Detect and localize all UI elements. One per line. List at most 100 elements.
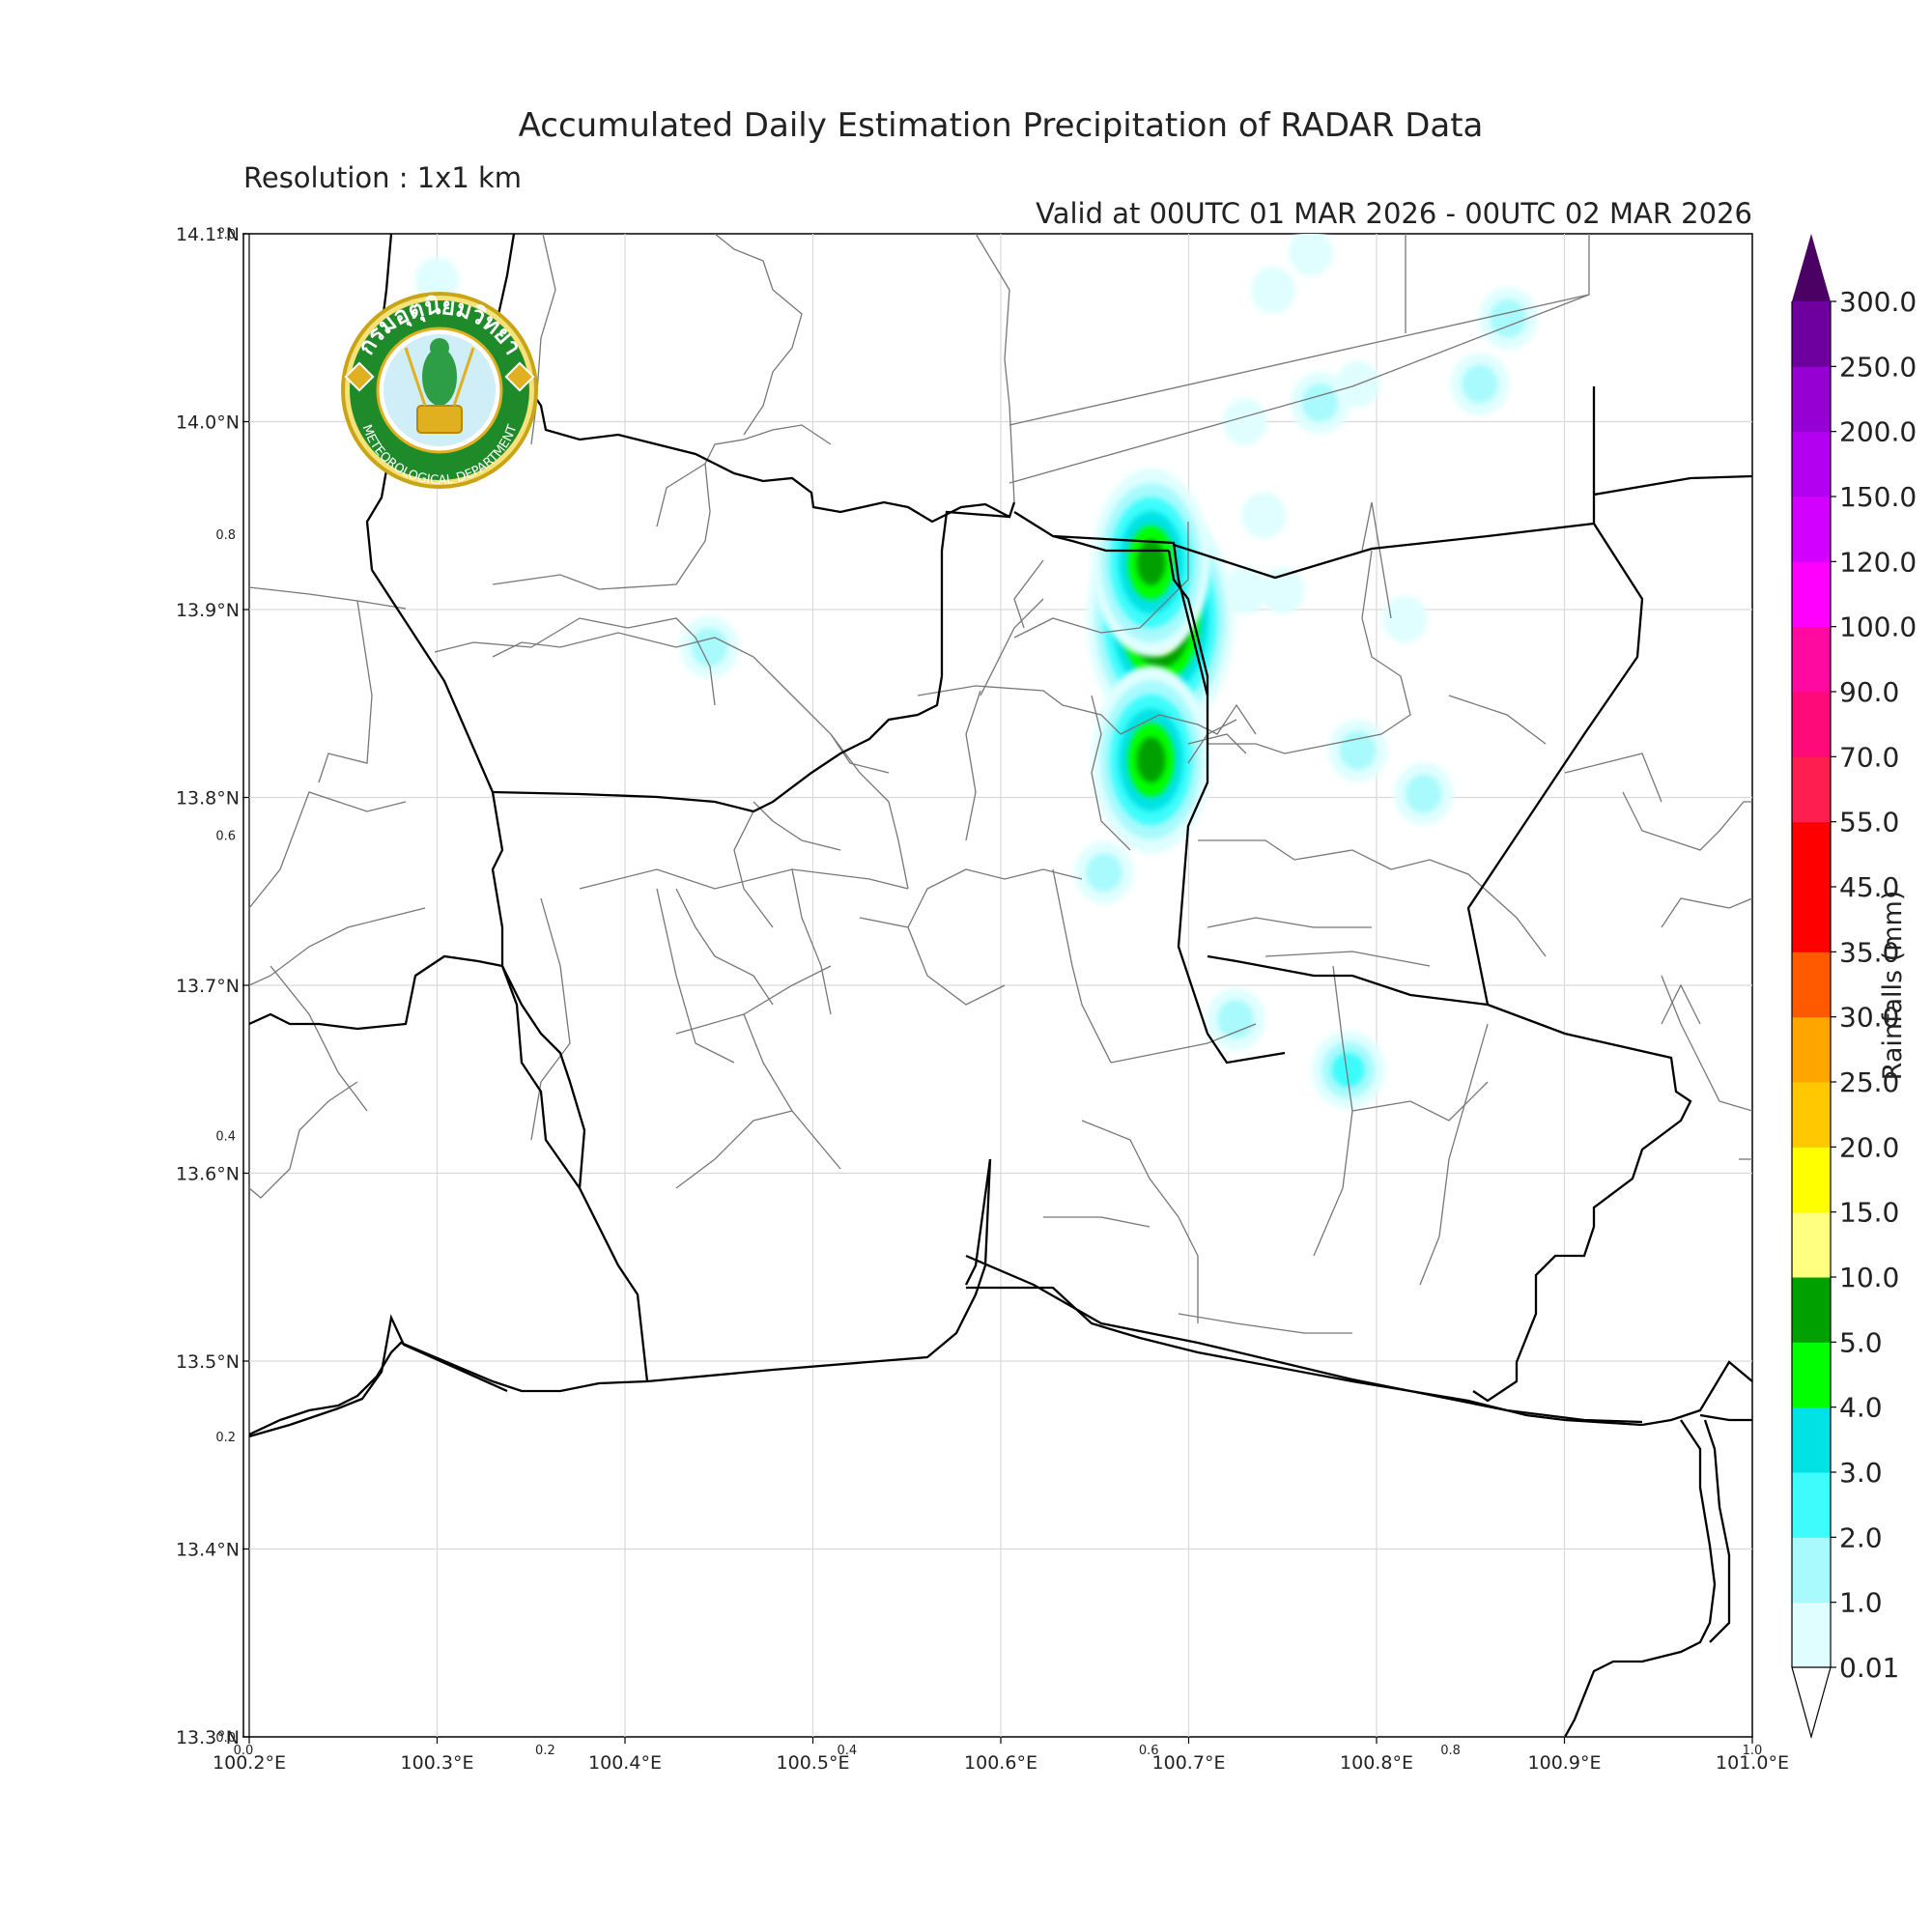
x-tick-label: 100.9°E xyxy=(1528,1752,1602,1774)
inner-x-tick-label: 0.4 xyxy=(837,1744,857,1758)
inner-y-tick-label: 0.6 xyxy=(215,829,236,843)
rain-contour xyxy=(1405,774,1442,813)
rain-contour xyxy=(1331,1052,1365,1088)
x-tick-label: 100.8°E xyxy=(1340,1752,1413,1774)
colorbar-tick-label: 25.0 xyxy=(1839,1066,1899,1098)
inner-x-tick-label: 0.6 xyxy=(1139,1744,1159,1758)
rain-contour xyxy=(691,627,728,667)
x-tick-label: 100.2°E xyxy=(213,1752,286,1774)
colorbar-segment xyxy=(1792,1602,1831,1668)
colorbar-tick-label: 1.0 xyxy=(1839,1587,1883,1619)
valid-period-label: Valid at 00UTC 01 MAR 2026 - 00UTC 02 MA… xyxy=(1036,197,1752,230)
y-tick-label: 13.4°N xyxy=(176,1540,240,1561)
rain-cell xyxy=(1382,595,1428,643)
y-tick-label: 13.9°N xyxy=(176,600,240,621)
y-tick-label: 13.8°N xyxy=(176,788,240,810)
rain-cell xyxy=(1206,987,1265,1051)
rain-cell xyxy=(1222,398,1267,445)
rain-cell xyxy=(1222,567,1267,614)
rain-cell xyxy=(1251,267,1295,314)
meteorological-department-logo: กรมอุตุนิยมวิทยา METEOROLOGICAL DEPARTME… xyxy=(341,292,538,489)
rain-cell xyxy=(1092,469,1210,657)
colorbar-tick-label: 5.0 xyxy=(1839,1326,1883,1358)
colorbar-tick-label: 4.0 xyxy=(1839,1392,1883,1424)
x-tick-label: 101.0°E xyxy=(1716,1752,1789,1774)
rain-cell xyxy=(1288,234,1333,276)
colorbar-tick-label: 45.0 xyxy=(1839,871,1899,903)
inner-y-tick-label: 0.4 xyxy=(215,1130,236,1145)
colorbar-segment xyxy=(1792,431,1831,497)
rain-cell xyxy=(1241,492,1287,540)
rain-field xyxy=(414,234,1538,1110)
colorbar-segment xyxy=(1792,366,1831,433)
colorbar-tick-label: 90.0 xyxy=(1839,676,1899,708)
logo-left-ornament-icon xyxy=(344,361,375,392)
rain-contour xyxy=(1490,298,1526,338)
colorbar-tick-label: 100.0 xyxy=(1839,611,1917,643)
chart-title: Accumulated Daily Estimation Precipitati… xyxy=(519,106,1484,145)
inner-x-tick-label: 0.2 xyxy=(535,1744,555,1758)
rain-cell xyxy=(1074,840,1134,904)
rain-contour xyxy=(1260,567,1305,614)
x-tick-label: 100.3°E xyxy=(401,1752,474,1774)
colorbar-tick-label: 35.0 xyxy=(1839,936,1899,968)
rain-contour xyxy=(1136,539,1166,585)
rain-contour xyxy=(1288,234,1333,276)
x-tick-label: 100.5°E xyxy=(777,1752,850,1774)
inner-x-tick-label: 1.0 xyxy=(1743,1744,1763,1758)
colorbar-tick-label: 250.0 xyxy=(1839,351,1917,383)
colorbar-tick-label: 10.0 xyxy=(1839,1262,1899,1293)
rain-cell xyxy=(1450,353,1510,415)
colorbar-segment xyxy=(1792,301,1831,367)
x-tick-label: 100.4°E xyxy=(588,1752,662,1774)
rain-cell xyxy=(1478,287,1538,350)
colorbar-segment xyxy=(1792,1537,1831,1604)
colorbar-segment xyxy=(1792,821,1831,888)
inner-y-tick-label: 0.0 xyxy=(215,1731,236,1746)
inner-y-tick-label: 0.2 xyxy=(215,1431,236,1445)
colorbar-tick-label: 200.0 xyxy=(1839,416,1917,448)
y-tick-label: 13.3°N xyxy=(176,1727,240,1748)
colorbar-label: Rainfalls (mm) xyxy=(1878,891,1908,1081)
rain-contour xyxy=(1462,364,1498,404)
inner-x-tick-label: 0.8 xyxy=(1440,1744,1461,1758)
colorbar-bottom-arrow xyxy=(1791,1666,1832,1740)
rain-contour xyxy=(1136,737,1166,783)
colorbar-tick-label: 0.01 xyxy=(1839,1652,1899,1684)
colorbar-tick-label: 120.0 xyxy=(1839,546,1917,578)
colorbar-segment xyxy=(1792,561,1831,628)
colorbar-segment xyxy=(1792,1147,1831,1213)
rain-cell xyxy=(1260,567,1305,614)
colorbar-segment xyxy=(1792,1082,1831,1148)
rain-contour xyxy=(1339,730,1377,770)
colorbar-segment xyxy=(1792,1211,1831,1278)
y-tick-label: 13.6°N xyxy=(176,1164,240,1185)
y-tick-label: 14.1°N xyxy=(176,224,240,245)
colorbar-tick-label: 20.0 xyxy=(1839,1131,1899,1163)
district-boundaries xyxy=(249,234,1752,1334)
y-tick-label: 13.5°N xyxy=(176,1351,240,1373)
colorbar-segment xyxy=(1792,626,1831,693)
rain-contour xyxy=(1251,267,1295,314)
x-tick-label: 100.7°E xyxy=(1152,1752,1226,1774)
rain-cell xyxy=(1311,1031,1386,1110)
rain-cell xyxy=(679,615,740,679)
logo-right-ornament-icon xyxy=(504,361,535,392)
axis-ticks: 100.2°E 100.3°E 100.4°E 100.5°E 100.6°E 100.7… xyxy=(176,224,1789,1774)
colorbar-segment xyxy=(1792,497,1831,562)
colorbar-tick-label: 15.0 xyxy=(1839,1197,1899,1229)
colorbar-tick-label: 30.0 xyxy=(1839,1002,1899,1034)
colorbar-segment xyxy=(1792,952,1831,1018)
inner-x-tick-label: 0.0 xyxy=(234,1744,254,1758)
colorbar-segment xyxy=(1792,1342,1831,1408)
colorbar-segment xyxy=(1792,1472,1831,1538)
colorbar-segment xyxy=(1792,692,1831,757)
rain-contour xyxy=(1382,595,1428,643)
colorbar-tick-label: 150.0 xyxy=(1839,481,1917,513)
rain-contour xyxy=(1222,567,1267,614)
colorbar-tick-label: 2.0 xyxy=(1839,1521,1883,1553)
rain-contour xyxy=(1222,398,1267,445)
resolution-label: Resolution : 1x1 km xyxy=(243,161,522,194)
colorbar-outline xyxy=(1791,301,1832,1667)
